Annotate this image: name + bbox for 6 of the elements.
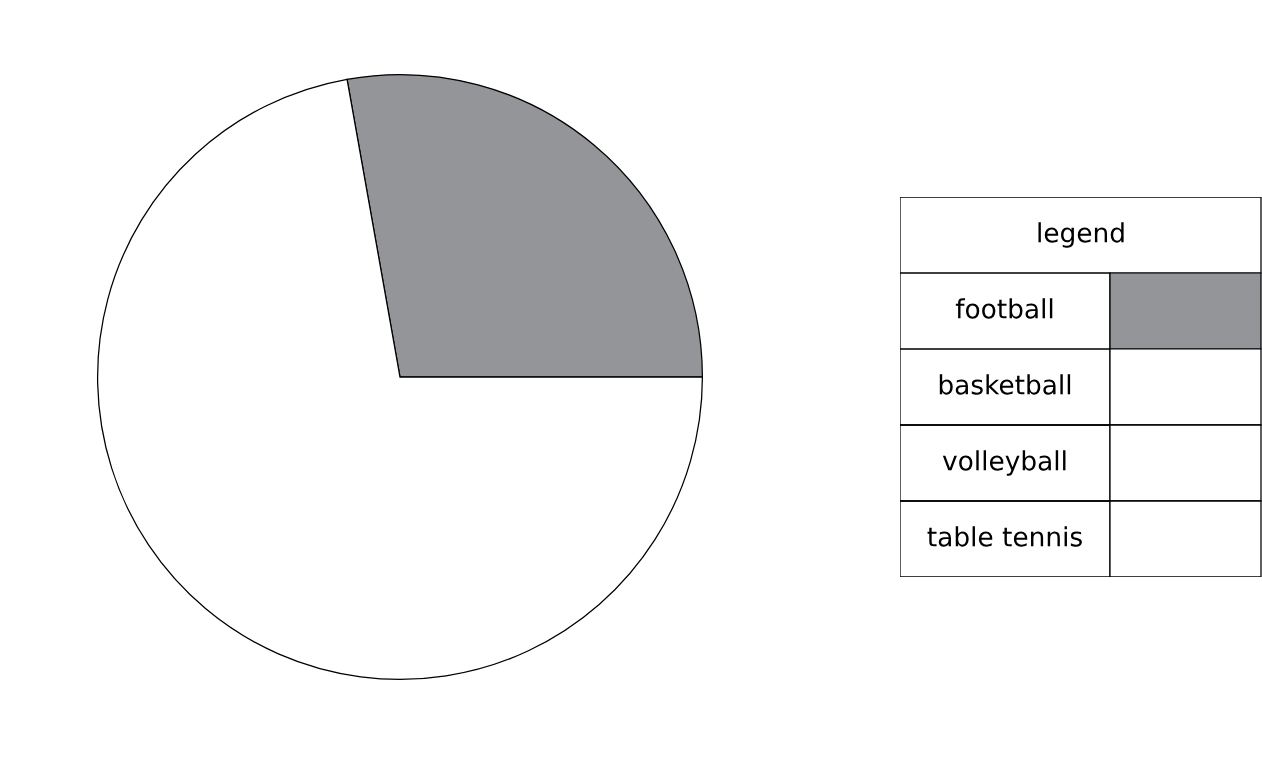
text: legend [1038, 222, 1124, 248]
category-label: basketball [939, 374, 1071, 395]
category-label: football [955, 298, 1053, 319]
pie-slice [97, 78, 704, 681]
category-label: table tennis [927, 526, 1082, 547]
category-label: volleyball [942, 450, 1066, 476]
